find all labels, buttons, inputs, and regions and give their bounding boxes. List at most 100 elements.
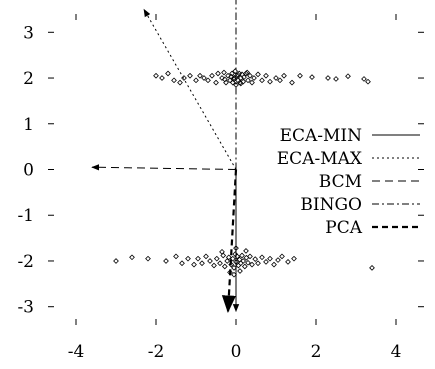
vector-pca	[221, 169, 238, 314]
scatter-point	[259, 254, 265, 261]
scatter-point	[251, 75, 257, 81]
legend-label: ECA-MIN	[280, 126, 363, 146]
scatter-point	[279, 253, 285, 260]
x-tick-label: 4	[391, 342, 402, 362]
scatter-point	[237, 268, 243, 274]
scatter-point	[255, 260, 261, 267]
x-tick-label: -2	[148, 342, 165, 362]
x-tick-label: 0	[231, 342, 242, 362]
scatter-point	[199, 260, 205, 267]
scatter-point	[240, 258, 247, 264]
scatter-point	[221, 263, 228, 270]
scatter-point	[173, 253, 179, 260]
scatter-point	[221, 76, 228, 83]
y-tick-label: 2	[23, 69, 34, 89]
scatter-point	[345, 73, 351, 80]
scatter-point	[309, 74, 315, 80]
scatter-point	[255, 71, 261, 78]
scatter-point	[232, 68, 239, 75]
scatter-point	[243, 248, 249, 254]
scatter-point	[229, 255, 236, 262]
y-tick-label: 1	[23, 115, 34, 135]
vectors	[91, 0, 240, 314]
scatter-point	[205, 77, 211, 84]
scatter-point	[271, 261, 277, 268]
scatter-point	[241, 74, 247, 80]
scatter-point	[211, 262, 217, 269]
y-tick-label: -1	[17, 206, 34, 226]
legend-label: PCA	[325, 218, 362, 238]
scatter-point	[277, 77, 283, 84]
y-tick-label: -2	[17, 252, 34, 272]
scatter-point	[263, 72, 269, 79]
scatter-point	[289, 79, 295, 86]
scatter-point	[145, 255, 151, 262]
y-tick-label: 3	[23, 23, 34, 43]
scatter-point	[244, 69, 251, 76]
scatter-point	[163, 258, 169, 264]
scatter-point	[263, 259, 269, 265]
vector-eca-max	[143, 8, 237, 170]
scatter-point	[203, 253, 209, 260]
legend-label: BCM	[319, 172, 362, 192]
scatter-point	[171, 77, 177, 84]
scatter-point	[191, 261, 197, 268]
scatter-point	[247, 253, 253, 260]
scatter-point	[245, 77, 251, 84]
scatter-point	[217, 260, 223, 267]
scatter-point	[220, 252, 227, 259]
scatter-point	[215, 70, 221, 77]
legend: ECA-MIN ECA-MAX BCM BINGO PCA	[277, 126, 420, 238]
scatter-point	[221, 69, 227, 76]
scatter-point	[177, 79, 183, 86]
scatter-point	[267, 255, 273, 262]
scatter-point	[197, 72, 203, 79]
scatter-point	[159, 75, 165, 81]
scatter-point	[165, 70, 171, 77]
axis-ticks: -4 -2 0 2 4 -3 -2 -1 0 1 2 3	[17, 14, 424, 362]
x-tick-label: 2	[311, 342, 322, 362]
scatter-point	[297, 72, 303, 79]
scatter-point	[249, 261, 255, 268]
scatter-point	[267, 78, 273, 85]
scatter-point	[201, 75, 207, 81]
scatter-point	[113, 258, 119, 264]
scatter-point	[249, 79, 255, 86]
scatter-point	[187, 72, 193, 79]
legend-label: BINGO	[300, 195, 362, 215]
scatter-point	[224, 258, 231, 264]
scatter-point	[193, 77, 199, 84]
scatter-point	[229, 70, 235, 77]
scatter-point	[281, 72, 287, 79]
scatter-point	[241, 263, 248, 270]
scatter-point	[273, 75, 279, 81]
scatter-point	[240, 78, 247, 85]
scatter-point	[361, 76, 367, 82]
scatter-point	[245, 259, 251, 266]
scatter-point	[243, 70, 249, 77]
scatter-point	[179, 260, 185, 267]
scatter-point	[259, 77, 265, 84]
scatter-point	[239, 252, 245, 259]
scatter-point	[247, 72, 253, 79]
scatter-point	[275, 257, 281, 263]
scatter-point	[285, 259, 291, 265]
y-tick-label: 0	[23, 161, 34, 181]
scatter-point	[185, 255, 191, 262]
scatter-point	[195, 255, 201, 262]
legend-label: ECA-MAX	[277, 149, 363, 169]
scatter-point	[252, 256, 259, 263]
scatter-point	[219, 248, 225, 255]
scatter-point	[213, 79, 219, 86]
y-tick-label: -3	[17, 298, 34, 318]
x-tick-label: -4	[68, 342, 85, 362]
scatter-point	[225, 254, 232, 261]
scatter-point	[225, 72, 231, 79]
scatter-point	[325, 75, 331, 81]
scatter-point	[129, 254, 135, 261]
scatter-point	[333, 76, 339, 82]
scatter-point	[233, 82, 239, 88]
scatter-point	[365, 78, 371, 85]
scatter-point	[153, 72, 159, 79]
